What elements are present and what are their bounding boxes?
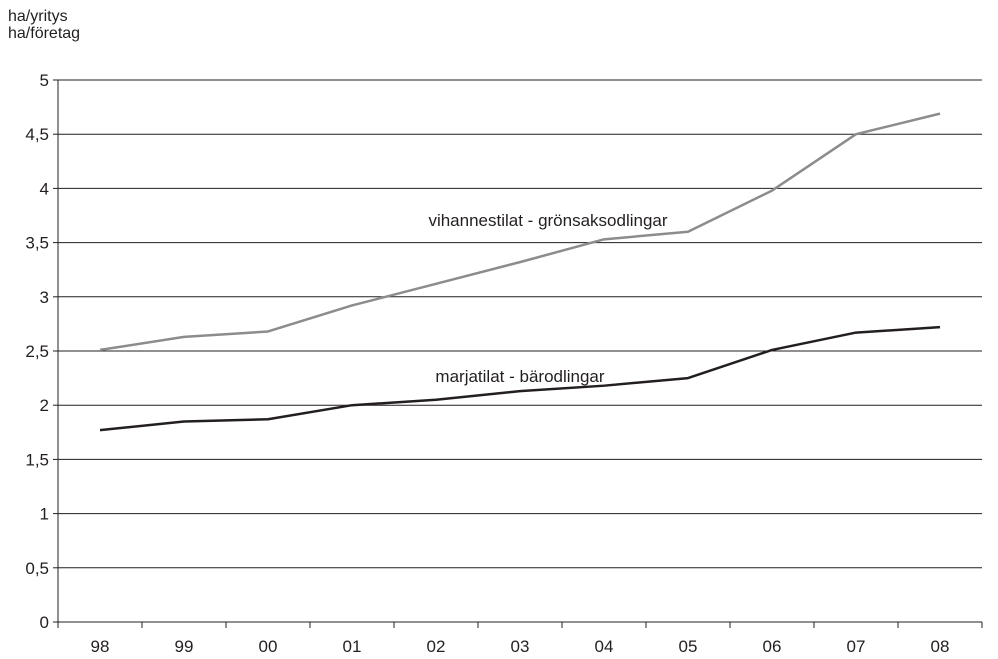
y-tick-labels: 0 0,5 1 1,5 2 2,5 3 3,5 4 4,5 5: [25, 71, 49, 632]
series-label-0: vihannestilat - grönsaksodlingar: [428, 211, 667, 230]
y-tick-label: 2,5: [25, 342, 49, 361]
y-tick-label: 4: [40, 179, 49, 198]
y-tick-label: 3,5: [25, 234, 49, 253]
y-axis-label-line-1: ha/yritys: [8, 8, 68, 25]
y-tick-label: 0: [40, 613, 49, 632]
x-tick-label: 08: [931, 637, 950, 656]
series-label-1: marjatilat - bärodlingar: [435, 367, 604, 386]
series-annotations: vihannestilat - grönsaksodlingar marjatil…: [428, 211, 667, 386]
x-tick-label: 03: [511, 637, 530, 656]
series-lines: [99, 112, 941, 432]
x-tick-label: 98: [91, 637, 110, 656]
gridlines: [58, 79, 982, 569]
y-tick-label: 0,5: [25, 559, 49, 578]
y-tick-label: 1: [40, 505, 49, 524]
y-axis-label-line-2: ha/företag: [8, 25, 81, 42]
series-line-0: [99, 112, 941, 352]
x-tick-label: 06: [763, 637, 782, 656]
y-tick-label: 1,5: [25, 450, 49, 469]
x-tick-label: 04: [595, 637, 614, 656]
x-tick-label: 07: [847, 637, 866, 656]
axes: [53, 79, 983, 628]
x-tick-label: 99: [175, 637, 194, 656]
x-tick-label: 01: [343, 637, 362, 656]
x-tick-label: 00: [259, 637, 278, 656]
y-tick-label: 2: [40, 396, 49, 415]
x-tick-label: 05: [679, 637, 698, 656]
y-tick-label: 3: [40, 288, 49, 307]
y-tick-label: 4,5: [25, 125, 49, 144]
x-tick-label: 02: [427, 637, 446, 656]
y-tick-label: 5: [40, 71, 49, 90]
x-tick-labels: 98 99 00 01 02 03 04 05 06 07 08: [91, 637, 950, 656]
